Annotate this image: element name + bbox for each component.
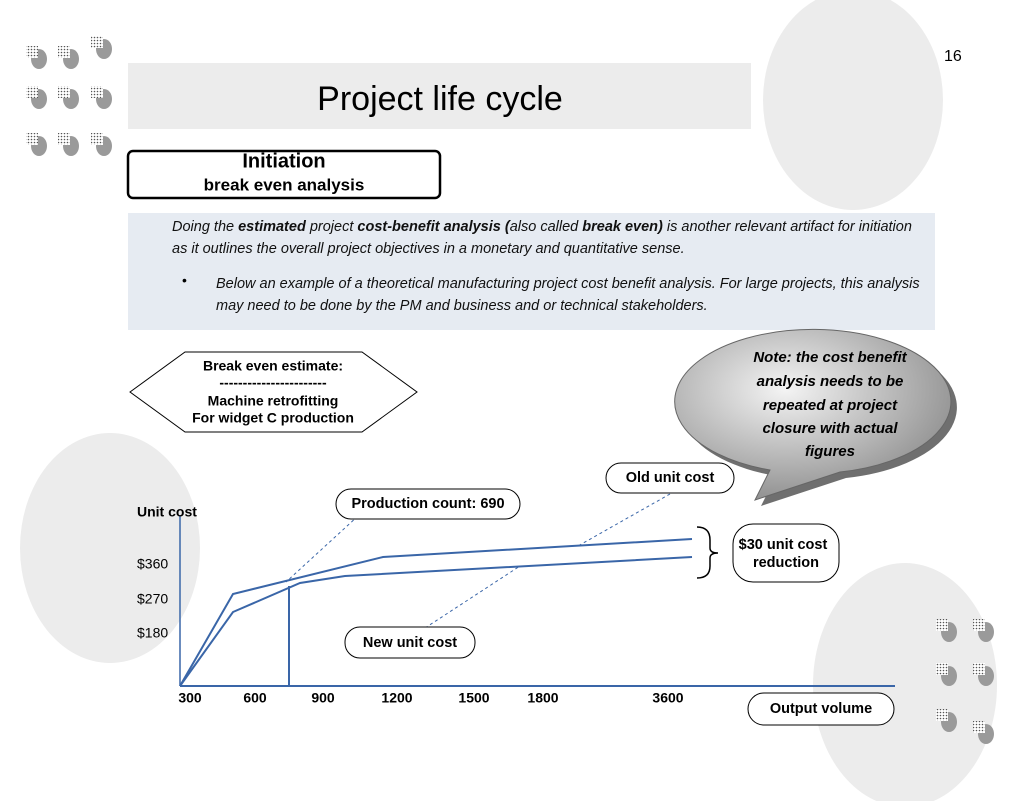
section-subheading: break even analysis: [204, 175, 365, 194]
note-bubble: [674, 328, 952, 501]
label-pill: [344, 626, 476, 659]
x-label: 1200: [381, 690, 412, 706]
x-label: 600: [243, 690, 267, 706]
text-run: break even): [582, 219, 663, 235]
production-count: Production count: 690: [351, 496, 504, 512]
deco-ellipse: [813, 563, 997, 801]
deco-ellipse: [20, 433, 200, 663]
icon-dots: [973, 721, 985, 733]
new-cost-line: [179, 556, 693, 687]
old-cost-line: [179, 538, 693, 687]
note-line: analysis needs to be: [757, 373, 904, 390]
intro-paragraph: Doing the estimated project cost-benefit…: [172, 216, 922, 260]
label-pill: [605, 462, 735, 494]
x-label: 1800: [527, 690, 558, 706]
estimate-line: -----------------------: [219, 375, 327, 391]
x-label: 3600: [652, 690, 683, 706]
icon-dots: [58, 86, 70, 98]
icon-dots: [26, 133, 38, 145]
y-label: $270: [137, 591, 168, 607]
reduction-label: reduction: [753, 555, 819, 571]
icon-dots: [973, 619, 985, 631]
note-line: closure with actual: [762, 420, 898, 437]
icon-dots: [973, 663, 985, 675]
old-cost-label: Old unit cost: [626, 470, 715, 486]
icon-dots: [91, 86, 103, 98]
title-bar: [128, 63, 751, 129]
estimate-line: For widget C production: [192, 410, 354, 426]
section-heading: Initiation: [242, 150, 325, 172]
text-run: estimated: [238, 219, 306, 235]
leader: [285, 515, 359, 583]
x-label: 300: [178, 690, 202, 706]
x-label: 1500: [458, 690, 489, 706]
text-run: is another relevant artifact for initiat…: [172, 219, 912, 257]
icon-dots: [91, 36, 103, 48]
page-number: 16: [944, 48, 962, 65]
leader: [424, 565, 521, 629]
y-axis-label: Unit cost: [137, 504, 197, 520]
icon-dots: [936, 619, 948, 631]
label-pill: [747, 692, 895, 726]
x-axis-label: Output volume: [770, 701, 872, 717]
deco-ellipse: [763, 0, 943, 210]
brace: [696, 526, 719, 579]
bullet-dot: •: [182, 272, 187, 288]
icon-dots: [936, 663, 948, 675]
label-pill: [732, 523, 840, 583]
new-cost-label: New unit cost: [363, 635, 457, 651]
deco-icons: [26, 36, 994, 744]
y-label: $360: [137, 556, 168, 572]
icon-dots: [58, 46, 70, 58]
y-label: $180: [137, 625, 168, 641]
icon-dots: [26, 46, 38, 58]
text-run: also called: [509, 219, 583, 235]
text-run: Doing the: [172, 219, 239, 235]
note-line: figures: [805, 443, 855, 460]
leader: [577, 493, 671, 547]
title: Project life cycle: [317, 80, 563, 118]
label-pill: [335, 488, 521, 520]
estimate-line: Machine retrofitting: [208, 393, 339, 409]
icon-dots: [58, 133, 70, 145]
estimate-hexagon: [129, 351, 418, 433]
estimate-line: Break even estimate:: [203, 358, 343, 374]
icon-dots: [91, 133, 103, 145]
text-panel: [128, 213, 935, 330]
text-run: cost-benefit analysis (: [357, 219, 510, 235]
x-label: 900: [311, 690, 335, 706]
icon-dots: [26, 86, 38, 98]
note-line: Note: the cost benefit: [753, 349, 907, 366]
reduction-label: $30 unit cost: [739, 537, 828, 553]
note-line: repeated at project: [763, 397, 898, 414]
icon-dots: [936, 709, 948, 721]
text-run: project: [305, 219, 358, 235]
section-box: [126, 149, 442, 200]
bullet-text: Below an example of a theoretical manufa…: [216, 276, 920, 314]
